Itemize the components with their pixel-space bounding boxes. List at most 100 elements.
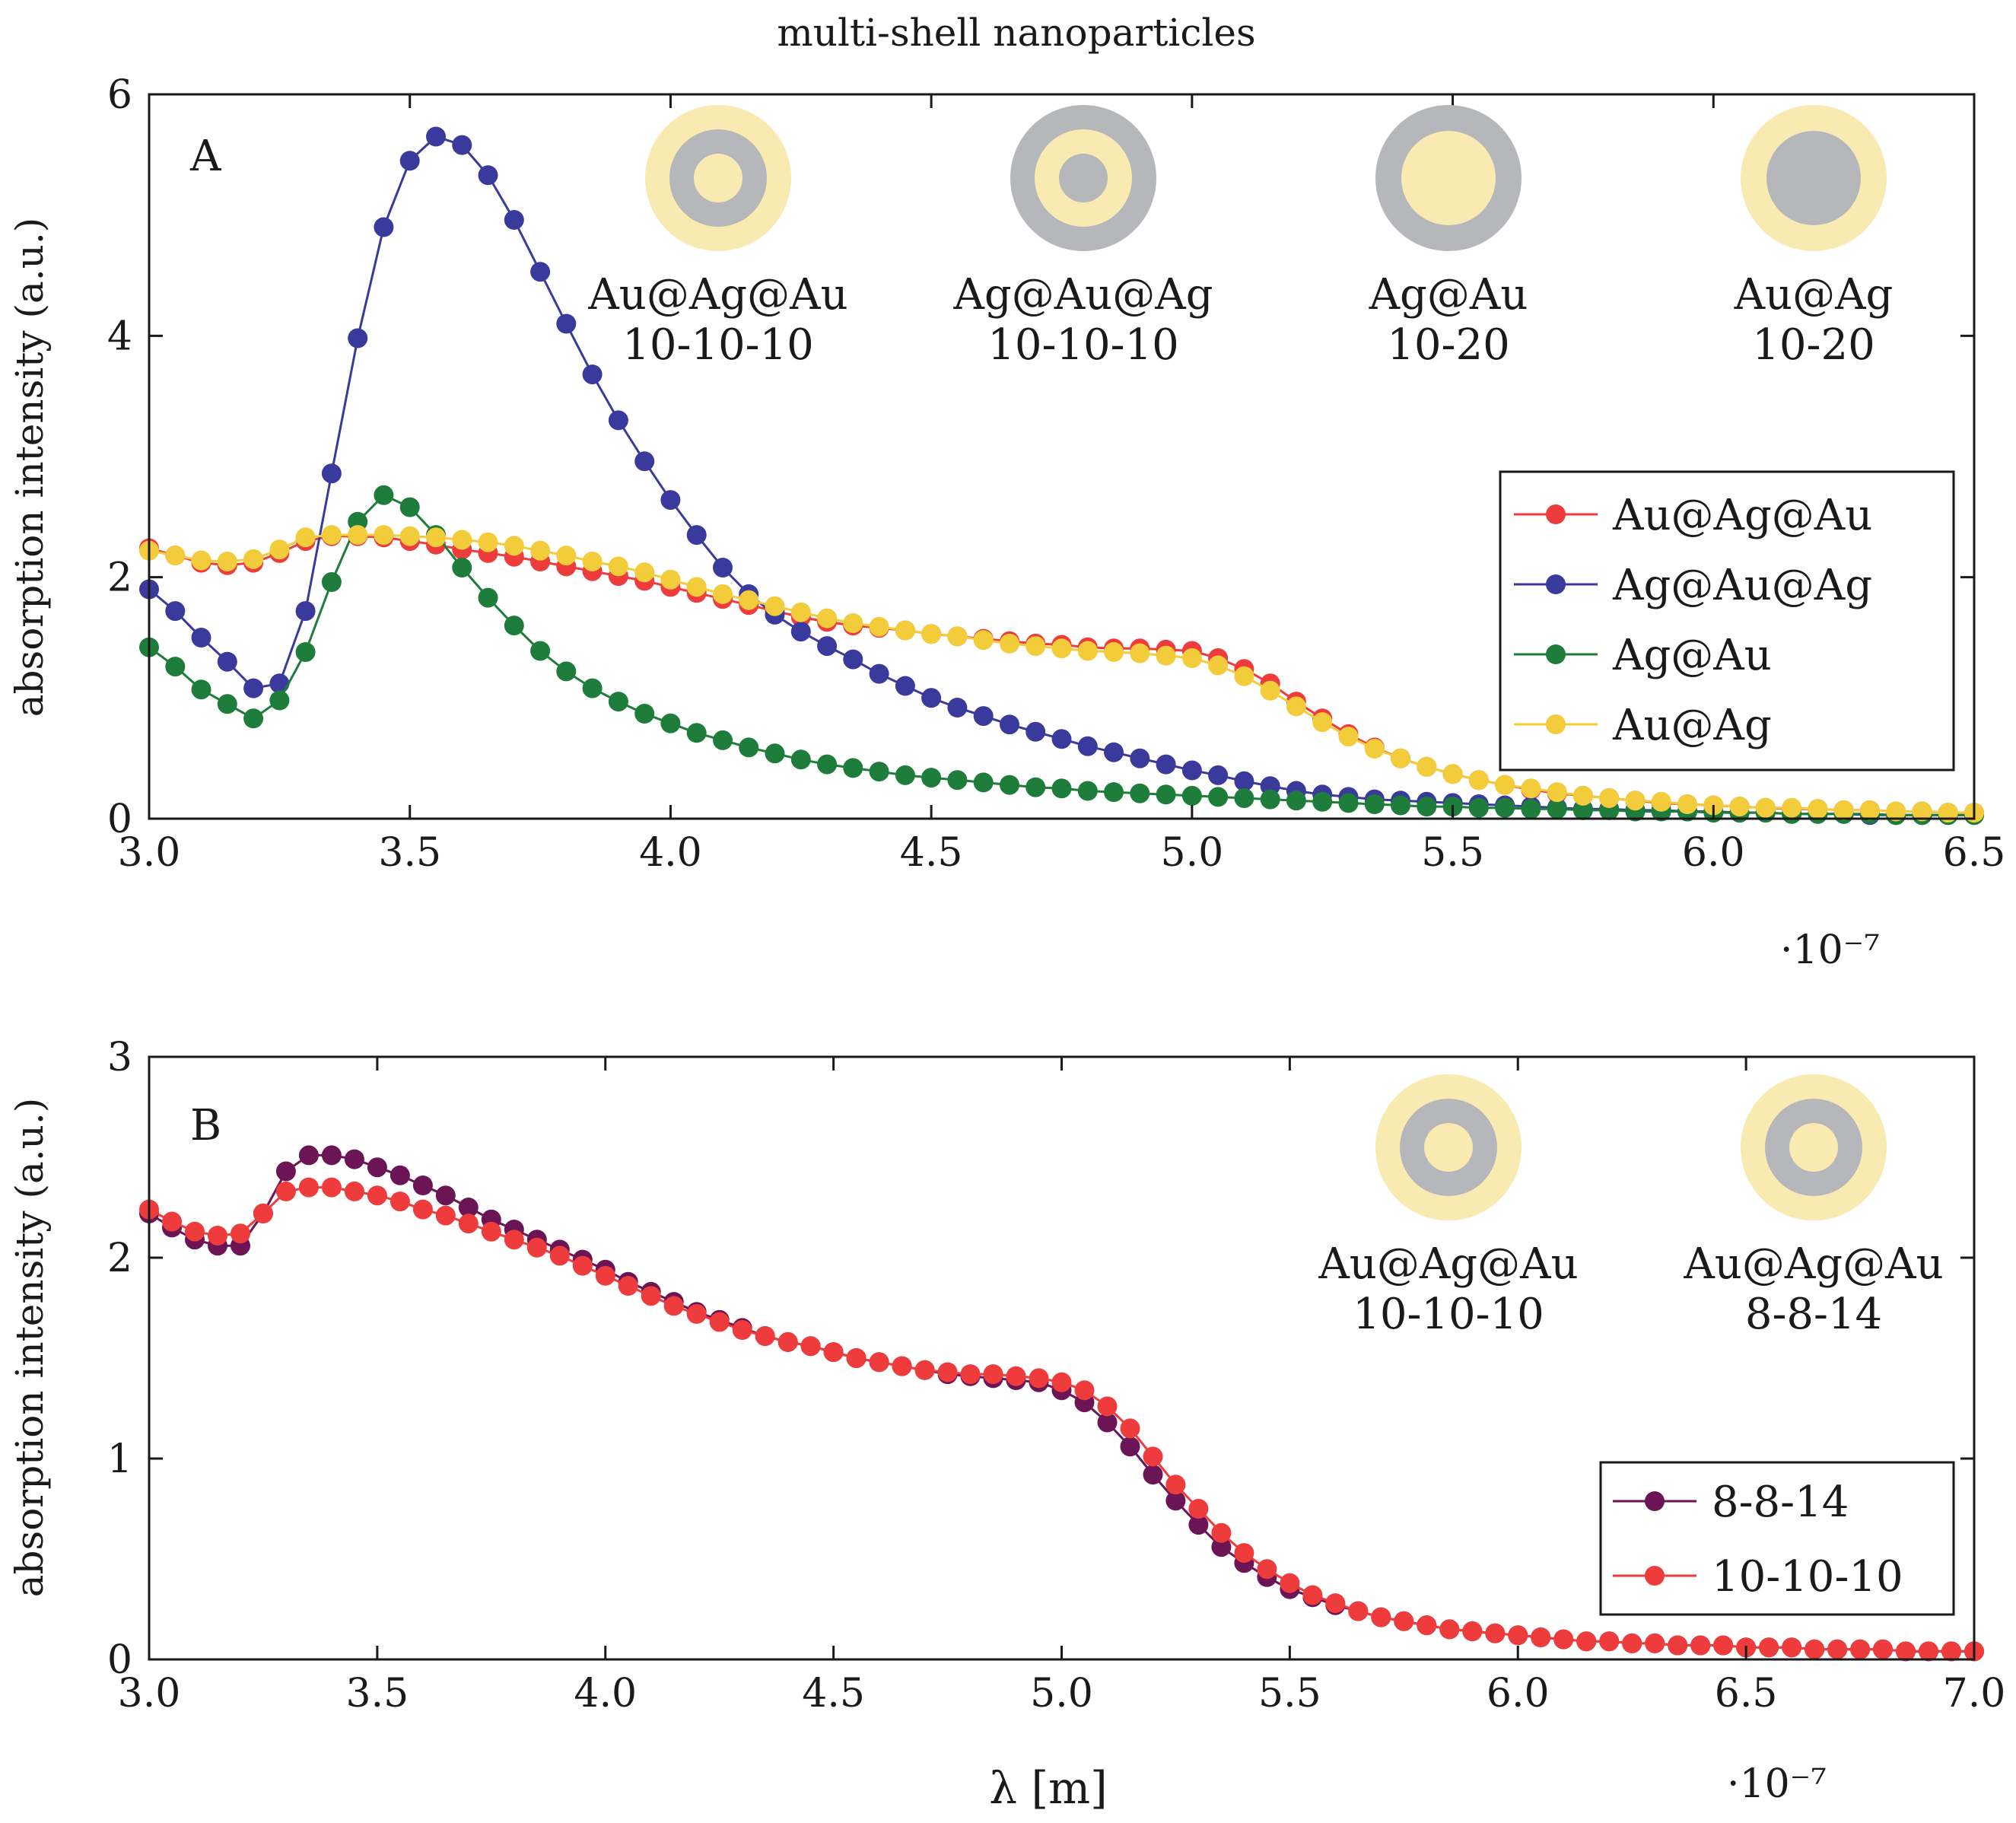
data-point-10-10-10 xyxy=(641,1286,661,1306)
nanoparticle-sizes: 10-20 xyxy=(1752,320,1874,370)
data-point-au-ag xyxy=(399,526,420,546)
data-point-10-10-10 xyxy=(1348,1601,1369,1621)
legend-swatch-marker xyxy=(1546,644,1566,664)
data-point-ag-au xyxy=(790,749,811,770)
panel-b-x-exponent: ·10⁻⁷ xyxy=(1727,1761,1827,1807)
data-point-au-ag xyxy=(869,616,889,637)
panel-a-letter: A xyxy=(189,132,221,181)
data-point-au-ag xyxy=(321,525,342,546)
data-point-ag-au-ag xyxy=(1000,714,1019,735)
data-point-10-10-10 xyxy=(1280,1573,1300,1593)
data-point-au-ag xyxy=(1077,641,1098,661)
data-point-au-ag xyxy=(634,562,655,583)
data-point-au-ag xyxy=(947,626,968,647)
data-point-au-ag xyxy=(1286,696,1306,717)
chart-title: multi-shell nanoparticles xyxy=(777,11,1255,55)
data-point-ag-au xyxy=(660,713,681,733)
data-point-au-ag xyxy=(191,550,211,571)
data-point-8-8-14 xyxy=(412,1176,433,1195)
data-point-ag-au-ag xyxy=(269,673,290,694)
panel-b-series-layer xyxy=(139,1145,1984,1662)
data-point-au-ag xyxy=(608,556,628,577)
data-point-ag-au-ag xyxy=(217,651,237,672)
data-point-au-ag xyxy=(1364,739,1385,759)
data-point-8-8-14 xyxy=(458,1198,479,1217)
data-point-ag-au-ag xyxy=(1051,729,1072,749)
data-point-ag-au xyxy=(1521,799,1541,819)
data-point-au-ag xyxy=(1130,643,1150,663)
data-point-ag-au xyxy=(817,754,838,775)
data-point-ag-au xyxy=(608,692,628,712)
data-point-ag-au xyxy=(1077,781,1098,801)
nanoparticle-sizes: 10-10-10 xyxy=(622,320,814,370)
data-point-10-10-10 xyxy=(1531,1627,1551,1647)
x-tick-label: 4.5 xyxy=(900,830,963,876)
data-point-10-10-10 xyxy=(1508,1625,1528,1646)
nanoparticle-sizes: 10-20 xyxy=(1387,320,1509,370)
data-point-au-ag xyxy=(1521,778,1541,799)
data-point-10-10-10 xyxy=(1713,1635,1734,1656)
legend-swatch-marker xyxy=(1645,1491,1665,1511)
data-point-au-ag xyxy=(1260,680,1280,701)
data-point-au-ag xyxy=(765,596,785,616)
data-point-10-10-10 xyxy=(1690,1635,1711,1656)
legend-label: Ag@Au@Ag xyxy=(1612,561,1872,610)
data-point-au-ag xyxy=(686,577,707,597)
data-point-au-ag xyxy=(1208,655,1229,676)
data-point-8-8-14 xyxy=(275,1161,296,1182)
data-point-au-ag xyxy=(1104,642,1124,662)
data-point-ag-au-ag xyxy=(686,525,707,546)
data-point-10-10-10 xyxy=(755,1326,775,1346)
data-point-ag-au xyxy=(582,678,603,698)
data-point-au-ag xyxy=(1833,800,1854,820)
data-point-10-10-10 xyxy=(1896,1641,1916,1662)
data-point-ag-au-ag xyxy=(869,663,889,684)
data-point-au-ag xyxy=(217,552,237,571)
data-point-au-ag xyxy=(1859,800,1880,820)
data-point-10-10-10 xyxy=(1120,1418,1140,1439)
nanoparticle-name: Ag@Au xyxy=(1369,270,1528,320)
data-point-au-ag xyxy=(1912,801,1932,822)
data-point-ag-au xyxy=(1468,797,1489,818)
data-point-ag-au-ag xyxy=(452,135,472,155)
panel-b-frame xyxy=(148,1055,1976,1661)
data-point-10-10-10 xyxy=(1257,1559,1277,1580)
data-point-8-8-14 xyxy=(390,1165,410,1185)
y-tick-label: 2 xyxy=(107,555,132,601)
x-tick-label: 4.5 xyxy=(802,1671,865,1716)
data-point-10-10-10 xyxy=(1439,1619,1460,1640)
data-point-8-8-14 xyxy=(344,1149,364,1169)
data-point-10-10-10 xyxy=(1599,1631,1620,1652)
data-point-au-ag xyxy=(660,569,681,590)
nanoparticle-layer xyxy=(1789,1123,1838,1172)
data-point-ag-au xyxy=(243,708,264,729)
x-tick-label: 5.0 xyxy=(1161,830,1224,876)
data-point-au-ag xyxy=(165,546,186,566)
data-point-au-ag xyxy=(790,602,811,622)
data-point-ag-au xyxy=(1391,795,1410,816)
data-point-8-8-14 xyxy=(367,1157,387,1178)
data-point-ag-au-ag xyxy=(243,678,264,698)
data-point-10-10-10 xyxy=(1051,1372,1072,1392)
data-point-au-ag xyxy=(1181,648,1202,668)
data-point-8-8-14 xyxy=(1165,1491,1186,1511)
nanoparticle-name: Au@Ag xyxy=(1734,270,1894,320)
data-point-au-ag xyxy=(1051,638,1072,659)
legend-label: 10-10-10 xyxy=(1712,1552,1903,1602)
data-point-ag-au xyxy=(1104,782,1124,803)
data-point-ag-au xyxy=(1495,797,1515,818)
data-point-au-ag xyxy=(1000,633,1019,654)
data-point-10-10-10 xyxy=(1097,1396,1118,1417)
data-point-au-ag xyxy=(843,613,863,633)
data-point-au-ag xyxy=(1729,797,1750,817)
data-point-10-10-10 xyxy=(208,1226,227,1246)
data-point-10-10-10 xyxy=(1325,1593,1346,1614)
data-point-ag-au xyxy=(1000,775,1019,795)
data-point-10-10-10 xyxy=(663,1296,684,1316)
data-point-ag-au xyxy=(556,661,577,682)
data-point-10-10-10 xyxy=(823,1342,844,1363)
data-point-ag-au xyxy=(1338,793,1359,813)
nanoparticle-layer xyxy=(1401,131,1496,225)
data-point-ag-au xyxy=(374,485,394,505)
panel-a-nanoparticles: Au@Ag@Au10-10-10Ag@Au@Ag10-10-10Ag@Au10-… xyxy=(587,105,1893,370)
